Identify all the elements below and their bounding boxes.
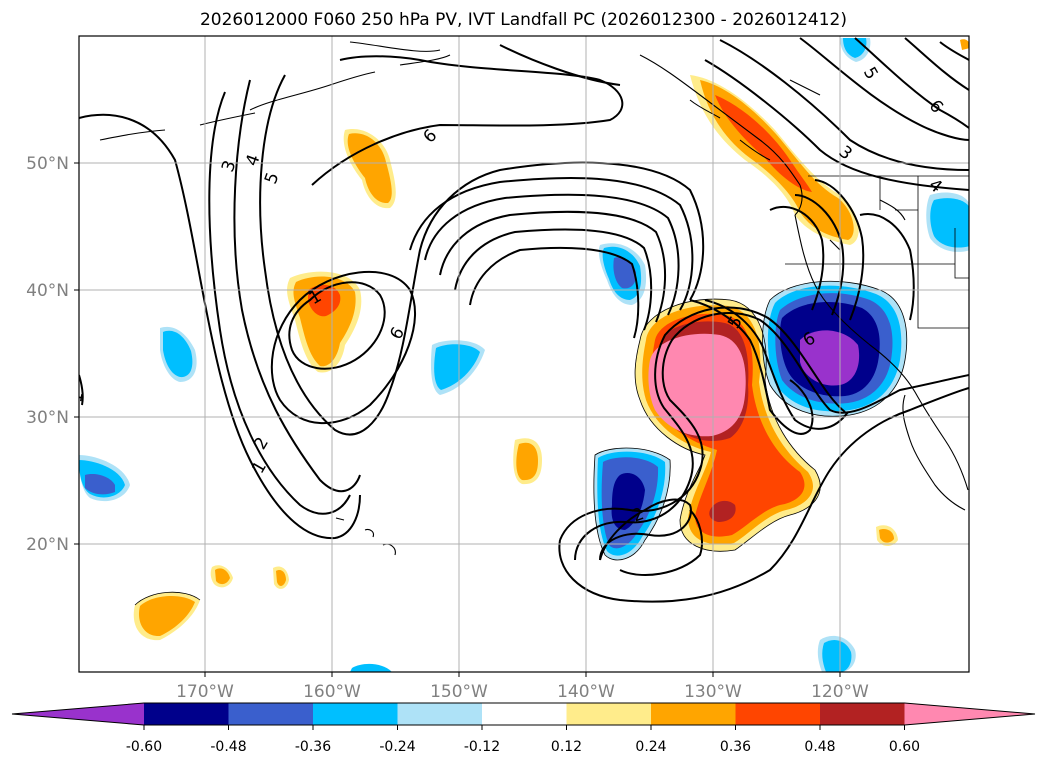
colorbar-extend-low [12,703,144,725]
contour-label: 2 [250,434,273,453]
colorbar-extend-high [904,703,1035,725]
colorbar-segment [313,703,398,725]
shading-outlines [134,280,908,606]
colorbar-tick-label: 0.48 [804,739,835,755]
tick-marks [74,162,841,677]
map-frame [78,35,970,673]
colorbar-segment [566,703,651,725]
map-title: 2026012000 F060 250 hPa PV, IVT Landfall… [199,10,847,30]
colorbar-tick-label: 0.24 [635,739,666,755]
colorbar-tick-labels: -0.60 -0.48 -0.36 -0.24 -0.12 0.12 0.24 … [126,739,920,755]
contour-label: 6 [925,96,947,117]
colorbar-segment [651,703,736,725]
colorbar-tick-label: -0.60 [126,739,162,755]
colorbar-segment [820,703,905,725]
lon-tick-label: 130°W [684,682,742,702]
colorbar-segment [735,703,820,725]
colorbar-tick-label: 0.36 [720,739,751,755]
colorbar-tick-label: 0.60 [889,739,920,755]
contour-label: 5 [261,170,283,187]
colorbar-tick-label: 0.12 [551,739,582,755]
lat-tick-label: 30°N [26,408,69,428]
lon-tick-label: 120°W [811,682,869,702]
colorbar-tick-label: -0.36 [295,739,331,755]
contour-label: 1 [66,390,88,404]
colorbar-segment [482,703,567,725]
lat-tick-label: 50°N [26,154,69,174]
colorbar-segment [228,703,313,725]
lon-tick-label: 150°W [430,682,488,702]
colorbar-tick-label: -0.48 [210,739,246,755]
contour-label: 4 [242,152,264,169]
colorbar-tick-label: -0.24 [379,739,415,755]
latitude-labels: 50°N 40°N 30°N 20°N [26,154,69,555]
graticule [79,36,969,672]
contour-label: 6 [420,126,442,148]
lon-tick-label: 160°W [303,682,361,702]
lon-tick-label: 140°W [557,682,615,702]
colorbar-segment [144,703,229,725]
lat-tick-label: 20°N [26,535,69,555]
contour-label: 5 [859,64,882,83]
lat-tick-label: 40°N [26,281,69,301]
colorbar: -0.60 -0.48 -0.36 -0.24 -0.12 0.12 0.24 … [11,702,1036,755]
colorbar-segment [397,703,482,725]
longitude-labels: 170°W 160°W 150°W 140°W 130°W 120°W [176,682,869,702]
political-borders [785,175,969,329]
lon-tick-label: 170°W [176,682,234,702]
colorbar-tick-label: -0.12 [464,739,500,755]
contour-label: 1 [248,458,271,477]
pc-shading-negative [79,38,969,672]
